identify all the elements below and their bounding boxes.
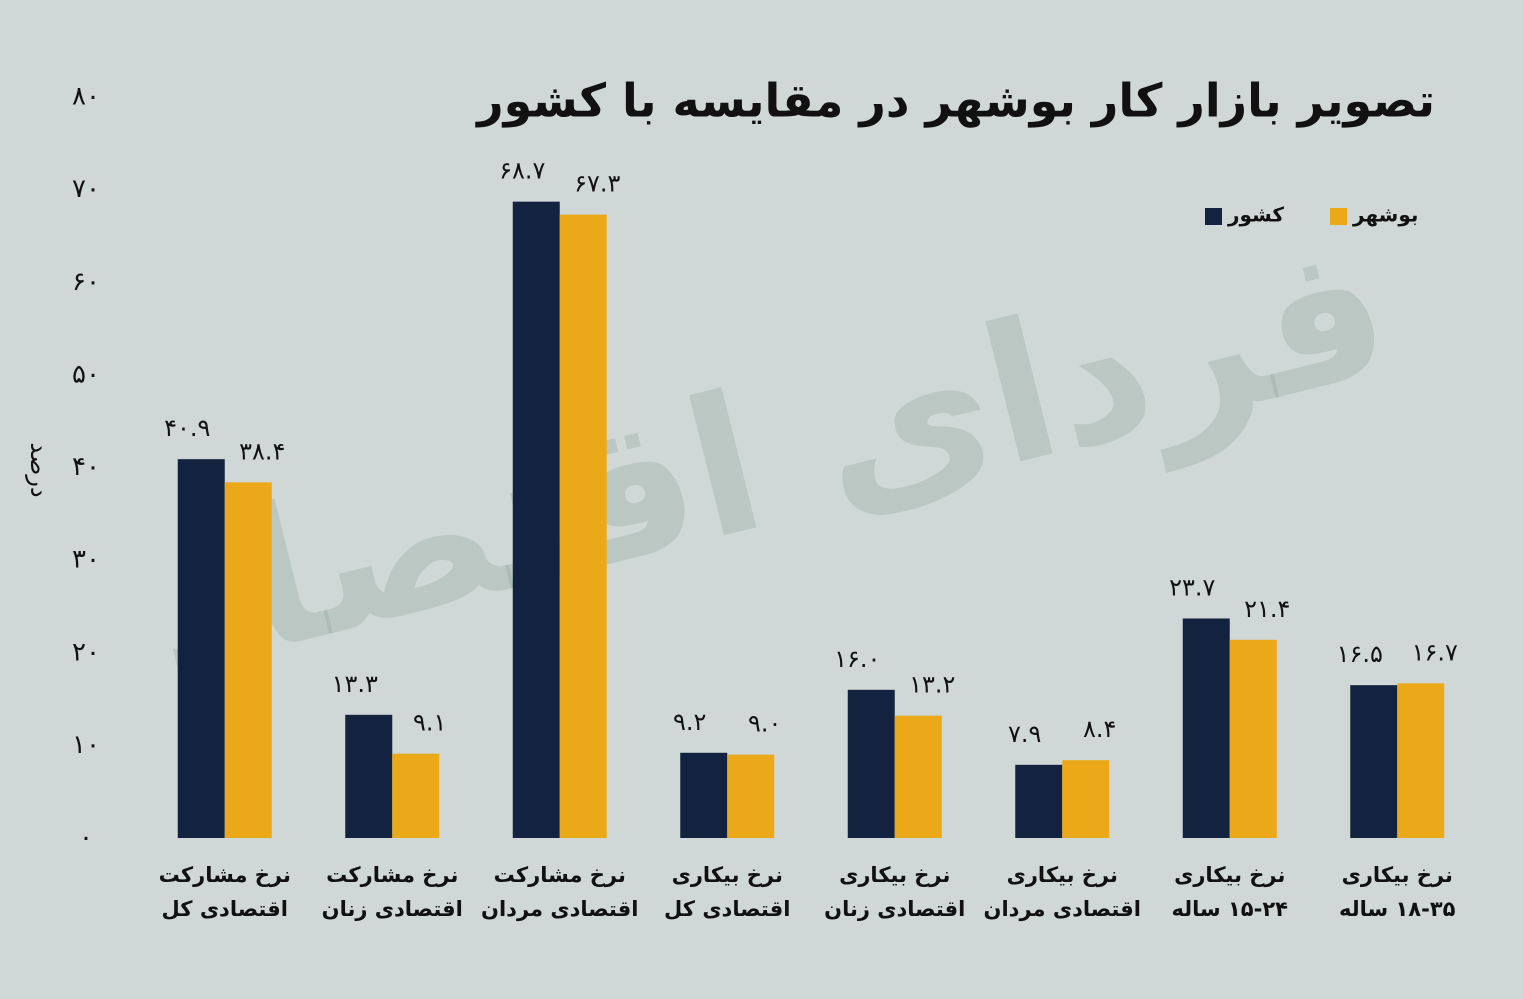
bar xyxy=(727,754,775,838)
bar xyxy=(1350,685,1398,838)
bar xyxy=(559,214,607,839)
value-label: ۹.۲ xyxy=(673,708,706,736)
y-tick-label: ۶۰ xyxy=(72,267,100,297)
bar xyxy=(177,459,225,838)
bar xyxy=(224,482,272,838)
bar xyxy=(680,752,728,838)
legend-label: بوشهر xyxy=(1352,203,1418,227)
value-label: ۶۸.۷ xyxy=(499,157,545,185)
x-tick-label: نرخ بیکاری اقتصادی کل xyxy=(664,863,791,921)
value-label: ۱۶.۵ xyxy=(1337,640,1383,668)
y-tick-label: ۰ xyxy=(79,823,93,853)
value-label: ۹.۰ xyxy=(748,710,781,738)
x-tick-label: نرخ بیکاری اقتصادی مردان xyxy=(983,863,1141,921)
y-tick-label: ۸۰ xyxy=(72,82,100,112)
value-label: ۹.۱ xyxy=(413,709,446,737)
value-label: ۱۶.۰ xyxy=(834,645,880,673)
y-tick-label: ۱۰ xyxy=(72,730,100,760)
value-label: ۴۰.۹ xyxy=(164,414,210,442)
y-tick-label: ۴۰ xyxy=(72,452,100,482)
y-tick-label: ۲۰ xyxy=(72,637,100,667)
value-label: ۲۱.۴ xyxy=(1244,595,1290,623)
bar xyxy=(847,689,895,838)
value-label: ۱۳.۳ xyxy=(332,670,378,698)
x-tick-label: نرخ بیکاری ۱۸-۳۵ ساله xyxy=(1339,863,1456,921)
value-label: ۷.۹ xyxy=(1008,720,1041,748)
y-tick-label: ۵۰ xyxy=(72,359,100,389)
y-axis-label: درصد xyxy=(25,442,53,497)
x-tick-label: نرخ بیکاری ۱۵-۲۴ ساله xyxy=(1171,863,1288,921)
bar xyxy=(512,201,560,838)
bar xyxy=(345,714,393,838)
bar xyxy=(1015,764,1063,838)
x-tick-label: نرخ بیکاری اقتصادی زنان xyxy=(824,863,966,921)
bar xyxy=(1062,760,1110,838)
legend-label: کشور xyxy=(1227,203,1284,227)
value-label: ۳۸.۴ xyxy=(239,437,285,465)
bar xyxy=(1229,639,1277,838)
bar xyxy=(392,753,440,838)
x-tick-label: نرخ مشارکت اقتصادی زنان xyxy=(321,863,463,921)
bar xyxy=(1397,683,1445,838)
y-tick-label: ۷۰ xyxy=(72,174,100,204)
y-tick-label: ۳۰ xyxy=(72,545,100,575)
value-label: ۱۶.۷ xyxy=(1412,638,1458,666)
legend-swatch xyxy=(1205,208,1222,225)
value-label: ۱۳.۲ xyxy=(909,671,955,699)
value-label: ۸.۴ xyxy=(1083,715,1116,743)
x-tick-label: نرخ مشارکت اقتصادی کل xyxy=(158,863,291,921)
bar xyxy=(894,715,942,838)
value-label: ۶۷.۳ xyxy=(574,170,620,198)
value-label: ۲۳.۷ xyxy=(1169,573,1215,601)
legend-swatch xyxy=(1330,208,1347,225)
bar xyxy=(1182,618,1230,838)
x-tick-label: نرخ مشارکت اقتصادی مردان xyxy=(481,863,639,921)
chart-title: تصویر بازار کار بوشهر در مقایسه با کشور xyxy=(475,74,1435,128)
